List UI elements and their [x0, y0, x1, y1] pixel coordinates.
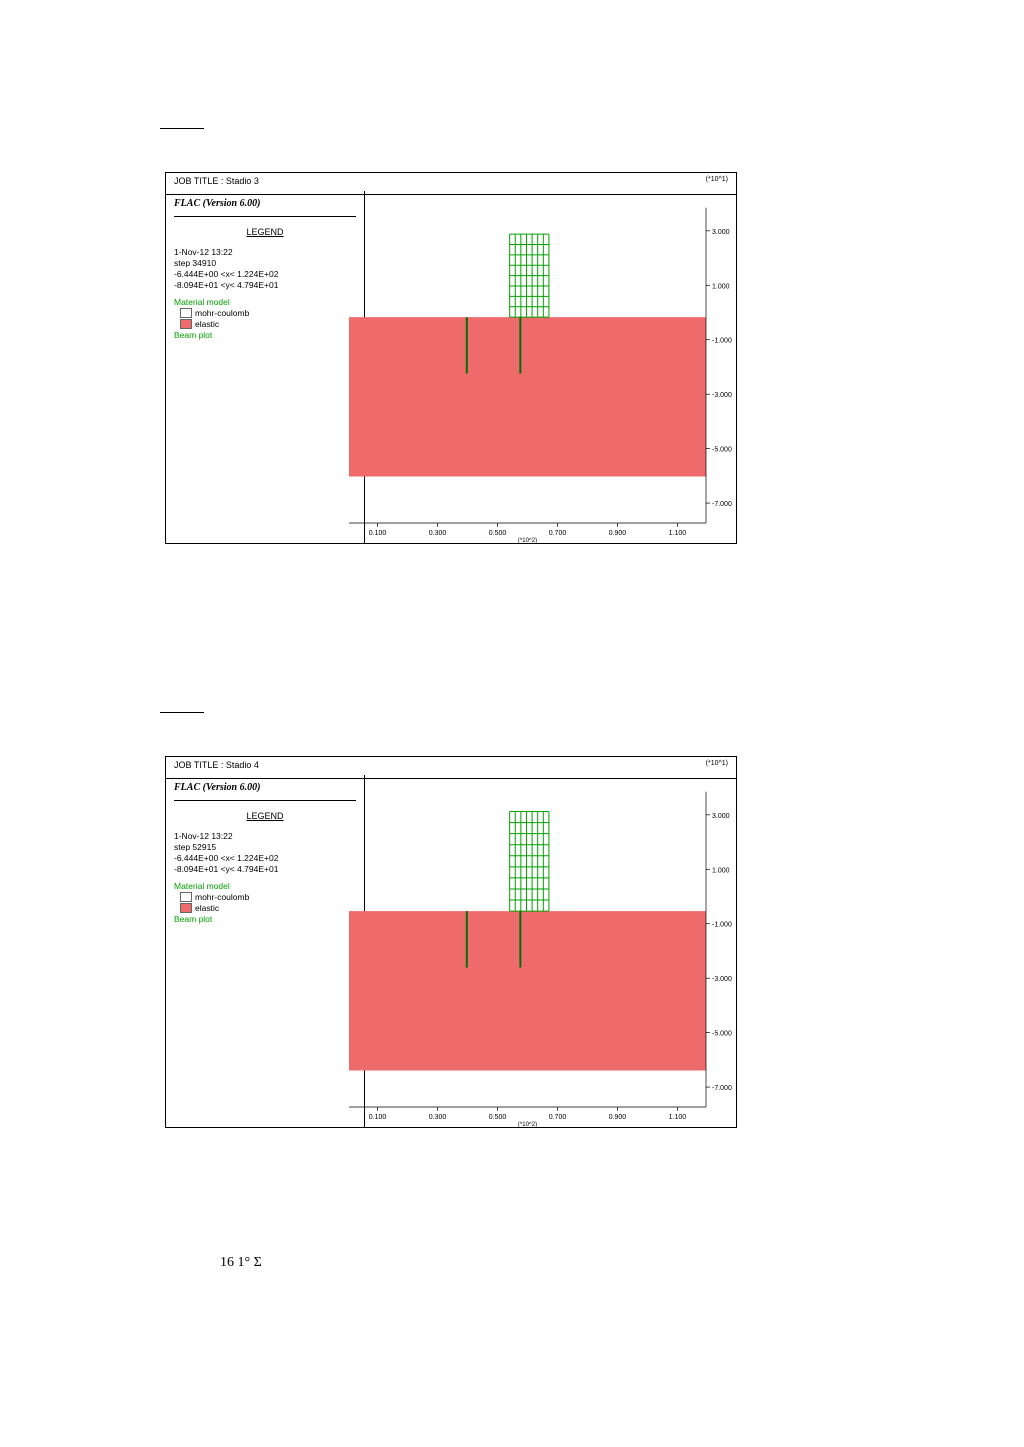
legend-swatch [180, 892, 192, 902]
y-tick-label: -3.000 [712, 976, 732, 983]
soil-region [349, 317, 706, 476]
x-tick-label: 0.500 [489, 530, 507, 537]
legend-swatch-row: mohr-coulomb [180, 308, 356, 319]
legend-swatch-row: elastic [180, 319, 356, 330]
y-tick-label: -1.000 [712, 922, 732, 929]
y-tick-label: 3.000 [712, 813, 730, 820]
legend-swatch [180, 903, 192, 913]
material-model-header: Material model [174, 881, 356, 892]
legend-step: step 52915 [174, 842, 356, 853]
legend-datetime: 1-Nov-12 13:22 [174, 831, 356, 842]
flac-version: FLAC (Version 6.00) [174, 197, 356, 217]
legend-yrange: -8.094E+01 <y< 4.794E+01 [174, 280, 356, 291]
legend-swatch-row: mohr-coulomb [180, 892, 356, 903]
legend-step: step 34910 [174, 258, 356, 269]
soil-region [349, 911, 706, 1070]
y-tick-label: 3.000 [712, 229, 730, 236]
axis-exponent-bottom: (*10^2) [518, 538, 537, 543]
plot-svg: 0.100 0.300 0.500 0.700 0.900 1.100 (*10^2) 3.0… [349, 775, 736, 1127]
y-tick-label: -3.000 [712, 392, 732, 399]
legend-panel: FLAC (Version 6.00) LEGEND 1-Nov-12 13:22s… [166, 775, 365, 1127]
x-tick-label: 0.700 [549, 1114, 567, 1121]
section-rule [160, 712, 204, 713]
legend-info: 1-Nov-12 13:22step 34910-6.444E+00 <x< 1… [174, 247, 356, 291]
plot-svg: 0.100 0.300 0.500 0.700 0.900 1.100 (*10^2) 3.0… [349, 191, 736, 543]
x-tick-label: 0.900 [609, 530, 627, 537]
plot-area: 0.100 0.300 0.500 0.700 0.900 1.100 (*10^2) 3.0… [349, 191, 736, 543]
y-tick-label: -1.000 [712, 338, 732, 345]
legend-header: LEGEND [174, 227, 356, 239]
legend-panel: FLAC (Version 6.00) LEGEND 1-Nov-12 13:22s… [166, 191, 365, 543]
y-tick-label: -7.000 [712, 1085, 732, 1092]
y-tick-label: 1.000 [712, 867, 730, 874]
y-tick-label: -5.000 [712, 1031, 732, 1038]
y-tick-label: 1.000 [712, 283, 730, 290]
x-tick-label: 0.900 [609, 1114, 627, 1121]
x-tick-label: 0.700 [549, 530, 567, 537]
x-tick-label: 0.500 [489, 1114, 507, 1121]
legend-header: LEGEND [174, 811, 356, 823]
x-tick-label: 0.300 [429, 530, 447, 537]
legend-swatch-label: mohr-coulomb [195, 892, 249, 903]
legend-info: 1-Nov-12 13:22step 52915-6.444E+00 <x< 1… [174, 831, 356, 875]
page-number: 16 1° Σ [220, 1255, 262, 1271]
legend-swatch-label: elastic [195, 903, 219, 914]
legend-xrange: -6.444E+00 <x< 1.224E+02 [174, 853, 356, 864]
legend-yrange: -8.094E+01 <y< 4.794E+01 [174, 864, 356, 875]
legend-swatch-label: elastic [195, 319, 219, 330]
x-tick-label: 0.100 [369, 530, 387, 537]
flac-plot-frame: JOB TITLE : Stadio 3(*10^1)FLAC (Version… [165, 172, 737, 544]
section-rule [160, 128, 204, 129]
y-tick-label: -7.000 [712, 501, 732, 508]
x-tick-label: 1.100 [669, 530, 687, 537]
legend-beam-plot: Beam plot [174, 330, 356, 341]
legend-material: Material modelmohr-coulombelasticBeam pl… [174, 297, 356, 341]
legend-material: Material modelmohr-coulombelasticBeam pl… [174, 881, 356, 925]
building-grid [510, 234, 549, 317]
building-grid [510, 812, 549, 912]
legend-datetime: 1-Nov-12 13:22 [174, 247, 356, 258]
x-tick-label: 1.100 [669, 1114, 687, 1121]
legend-beam-plot: Beam plot [174, 914, 356, 925]
legend-xrange: -6.444E+00 <x< 1.224E+02 [174, 269, 356, 280]
legend-swatch [180, 308, 192, 318]
plot-area: 0.100 0.300 0.500 0.700 0.900 1.100 (*10^2) 3.0… [349, 775, 736, 1127]
legend-swatch-row: elastic [180, 903, 356, 914]
material-model-header: Material model [174, 297, 356, 308]
x-tick-label: 0.300 [429, 1114, 447, 1121]
legend-swatch-label: mohr-coulomb [195, 308, 249, 319]
flac-plot-frame: JOB TITLE : Stadio 4(*10^1)FLAC (Version… [165, 756, 737, 1128]
y-tick-label: -5.000 [712, 447, 732, 454]
flac-version: FLAC (Version 6.00) [174, 781, 356, 801]
x-tick-label: 0.100 [369, 1114, 387, 1121]
legend-swatch [180, 319, 192, 329]
axis-exponent-bottom: (*10^2) [518, 1122, 537, 1127]
